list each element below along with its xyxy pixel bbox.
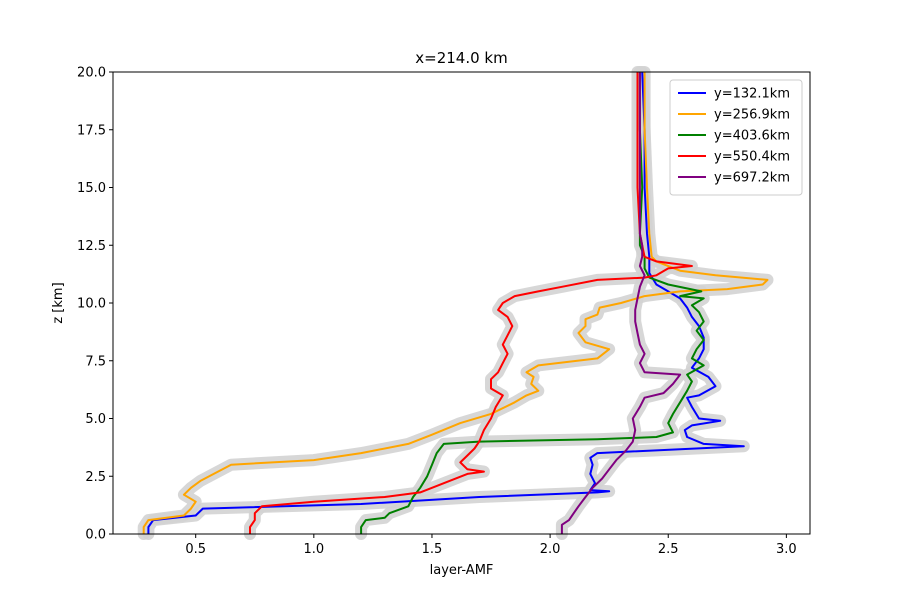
- chart-title: x=214.0 km: [415, 49, 507, 67]
- x-tick-label: 2.0: [540, 542, 561, 557]
- x-axis-label: layer-AMF: [430, 563, 494, 578]
- series-line-2: [142, 72, 769, 534]
- uncertainty-band-3: [355, 66, 710, 540]
- x-tick-label: 3.0: [776, 542, 797, 557]
- y-tick-label: 5.0: [85, 412, 106, 427]
- series-line-1: [147, 71, 745, 534]
- legend-label: y=550.4km: [714, 150, 790, 165]
- x-axis: 0.5 1.0 1.5 2.0 2.5 3.0: [185, 534, 797, 557]
- x-tick-label: 1.0: [303, 542, 324, 557]
- legend-label: y=403.6km: [714, 129, 790, 144]
- y-tick-label: 10.0: [77, 297, 106, 312]
- x-tick-label: 0.5: [185, 542, 206, 557]
- y-axis: 0.0 2.5 5.0 7.5 10.0 12.5 15.0 17.5 20.0: [77, 66, 113, 543]
- legend-label: y=132.1km: [714, 87, 790, 102]
- y-tick-label: 7.5: [85, 354, 106, 369]
- y-axis-label: z [km]: [51, 282, 66, 323]
- series-line-4: [249, 72, 693, 534]
- legend-label: y=697.2km: [714, 171, 790, 186]
- series-line-5: [560, 72, 682, 534]
- y-tick-label: 0.0: [85, 528, 106, 543]
- x-tick-label: 1.5: [422, 542, 443, 557]
- series-line-3: [360, 72, 705, 534]
- y-tick-label: 17.5: [77, 123, 106, 138]
- y-tick-label: 15.0: [77, 181, 106, 196]
- y-tick-label: 20.0: [77, 66, 106, 81]
- legend-box: [669, 79, 803, 196]
- x-tick-label: 2.5: [658, 542, 679, 557]
- legend-label: y=256.9km: [714, 108, 790, 123]
- legend: y=132.1km y=256.9km y=403.6km y=550.4km y=69…: [669, 79, 803, 196]
- series-lines: [142, 71, 769, 534]
- y-tick-label: 12.5: [77, 239, 106, 254]
- y-tick-label: 2.5: [85, 470, 106, 485]
